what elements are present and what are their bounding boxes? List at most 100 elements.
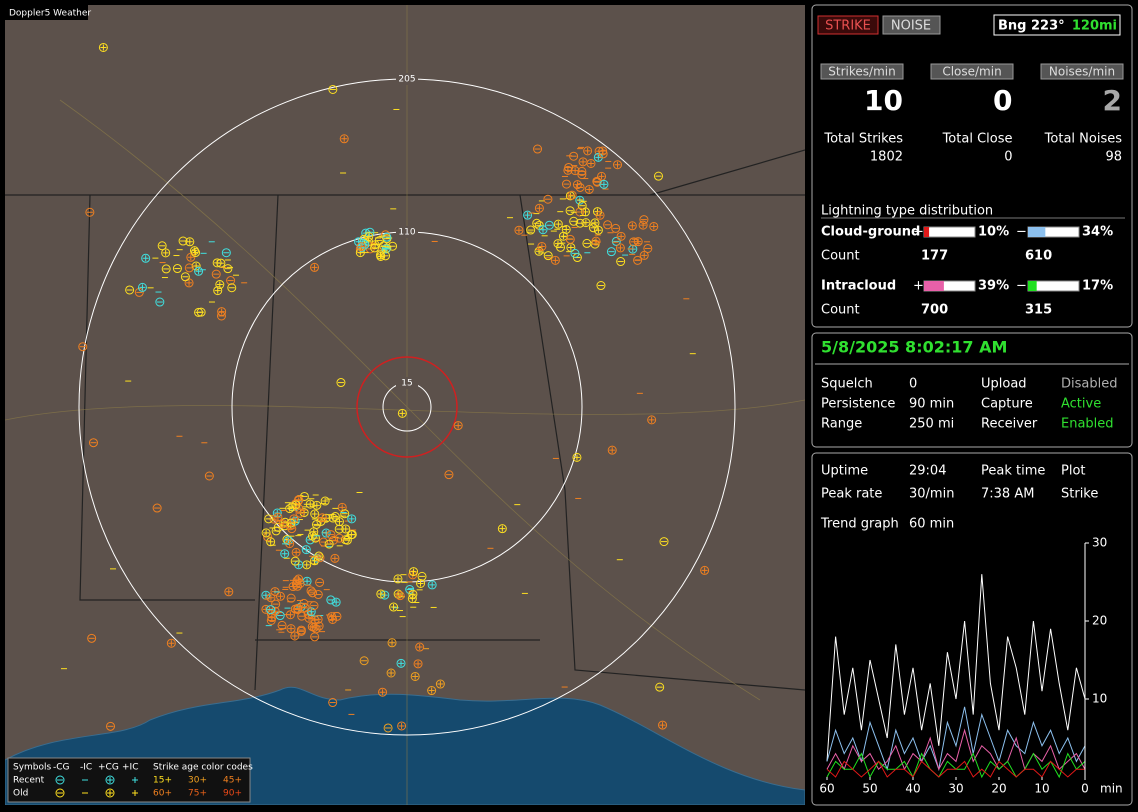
strike <box>216 281 223 288</box>
strike <box>526 225 536 235</box>
strike <box>322 498 329 505</box>
trend-info: Plot <box>1061 464 1086 479</box>
strike <box>139 284 146 291</box>
strike <box>561 224 571 234</box>
strike <box>377 590 384 597</box>
strike <box>587 160 594 167</box>
strike <box>410 568 417 575</box>
count: 610 <box>1025 249 1052 264</box>
strike-button[interactable] <box>817 15 879 35</box>
strike <box>575 218 585 228</box>
noise-button[interactable] <box>882 15 941 35</box>
strike <box>273 512 283 522</box>
strike <box>383 723 393 733</box>
pct-bar <box>1028 281 1037 291</box>
strike <box>611 236 621 246</box>
strike <box>700 565 710 575</box>
strike <box>607 445 617 455</box>
strike <box>180 272 190 282</box>
legend-header: +CG <box>98 763 119 773</box>
strike <box>543 251 553 261</box>
sign: − <box>1016 279 1027 294</box>
legend <box>7 757 251 803</box>
rate-value: 0 <box>993 84 1012 117</box>
strike <box>435 679 445 689</box>
strike <box>317 513 327 523</box>
strike <box>444 470 454 480</box>
strike <box>266 605 276 615</box>
strike <box>629 222 636 229</box>
strike <box>398 722 405 729</box>
strike <box>266 537 276 547</box>
strike <box>600 181 607 188</box>
strike <box>195 268 202 275</box>
strike <box>394 575 401 582</box>
noise-button-label[interactable]: NOISE <box>891 19 931 34</box>
strike <box>408 589 418 599</box>
range: 120mi <box>1072 19 1117 34</box>
strike <box>582 219 589 226</box>
strike <box>578 157 588 167</box>
total-value: 98 <box>1105 150 1122 165</box>
strike <box>417 580 424 587</box>
strike <box>166 638 176 648</box>
range-label: 110 <box>398 228 415 238</box>
strike <box>658 720 668 730</box>
legend-header: Symbols <box>13 763 52 773</box>
strike-button-label[interactable]: STRIKE <box>825 19 871 34</box>
strike <box>304 578 311 585</box>
strike <box>100 44 107 51</box>
legend-symbol <box>107 777 113 783</box>
sign: − <box>1016 225 1027 240</box>
strike <box>365 233 372 240</box>
trend-info: Peak time <box>981 464 1045 479</box>
strike <box>599 179 609 189</box>
strike <box>536 205 543 212</box>
strike <box>387 638 397 648</box>
strike <box>162 249 169 256</box>
rate-value: 2 <box>1103 84 1122 117</box>
strike <box>609 447 616 454</box>
strike <box>311 557 318 564</box>
bearing-box <box>993 14 1121 36</box>
strike <box>227 283 237 293</box>
strike <box>397 408 407 418</box>
distribution-title: Lightning type distribution <box>821 204 993 219</box>
strike <box>290 604 300 614</box>
strike <box>575 182 585 192</box>
strike <box>311 511 318 518</box>
rate-button <box>1040 63 1124 80</box>
strike <box>563 226 570 233</box>
strike <box>386 668 396 678</box>
legend-symbol <box>55 775 65 785</box>
strike <box>616 257 626 267</box>
pct-bar <box>924 281 944 291</box>
y-tick-label: 20 <box>1092 614 1107 628</box>
rate-label: Close/min <box>942 65 1001 79</box>
strike <box>187 254 194 261</box>
strike <box>429 581 436 588</box>
trend-info: 29:04 <box>909 464 946 479</box>
strike <box>655 682 665 692</box>
strike <box>399 410 406 417</box>
strike <box>416 579 426 589</box>
strike <box>308 588 318 598</box>
strike <box>315 553 325 563</box>
strike <box>319 514 326 521</box>
strike <box>348 531 355 538</box>
strike <box>293 581 303 591</box>
strike <box>337 502 347 512</box>
strike <box>598 149 608 159</box>
pct-label: 10% <box>978 225 1009 240</box>
strike <box>323 530 330 537</box>
strike <box>271 526 281 536</box>
strike <box>308 608 315 615</box>
strike <box>185 237 195 247</box>
strike <box>286 518 296 528</box>
range-label: 15 <box>401 379 412 389</box>
strike <box>598 146 608 156</box>
strike <box>412 673 419 680</box>
strike <box>534 246 544 256</box>
strike <box>653 171 663 181</box>
